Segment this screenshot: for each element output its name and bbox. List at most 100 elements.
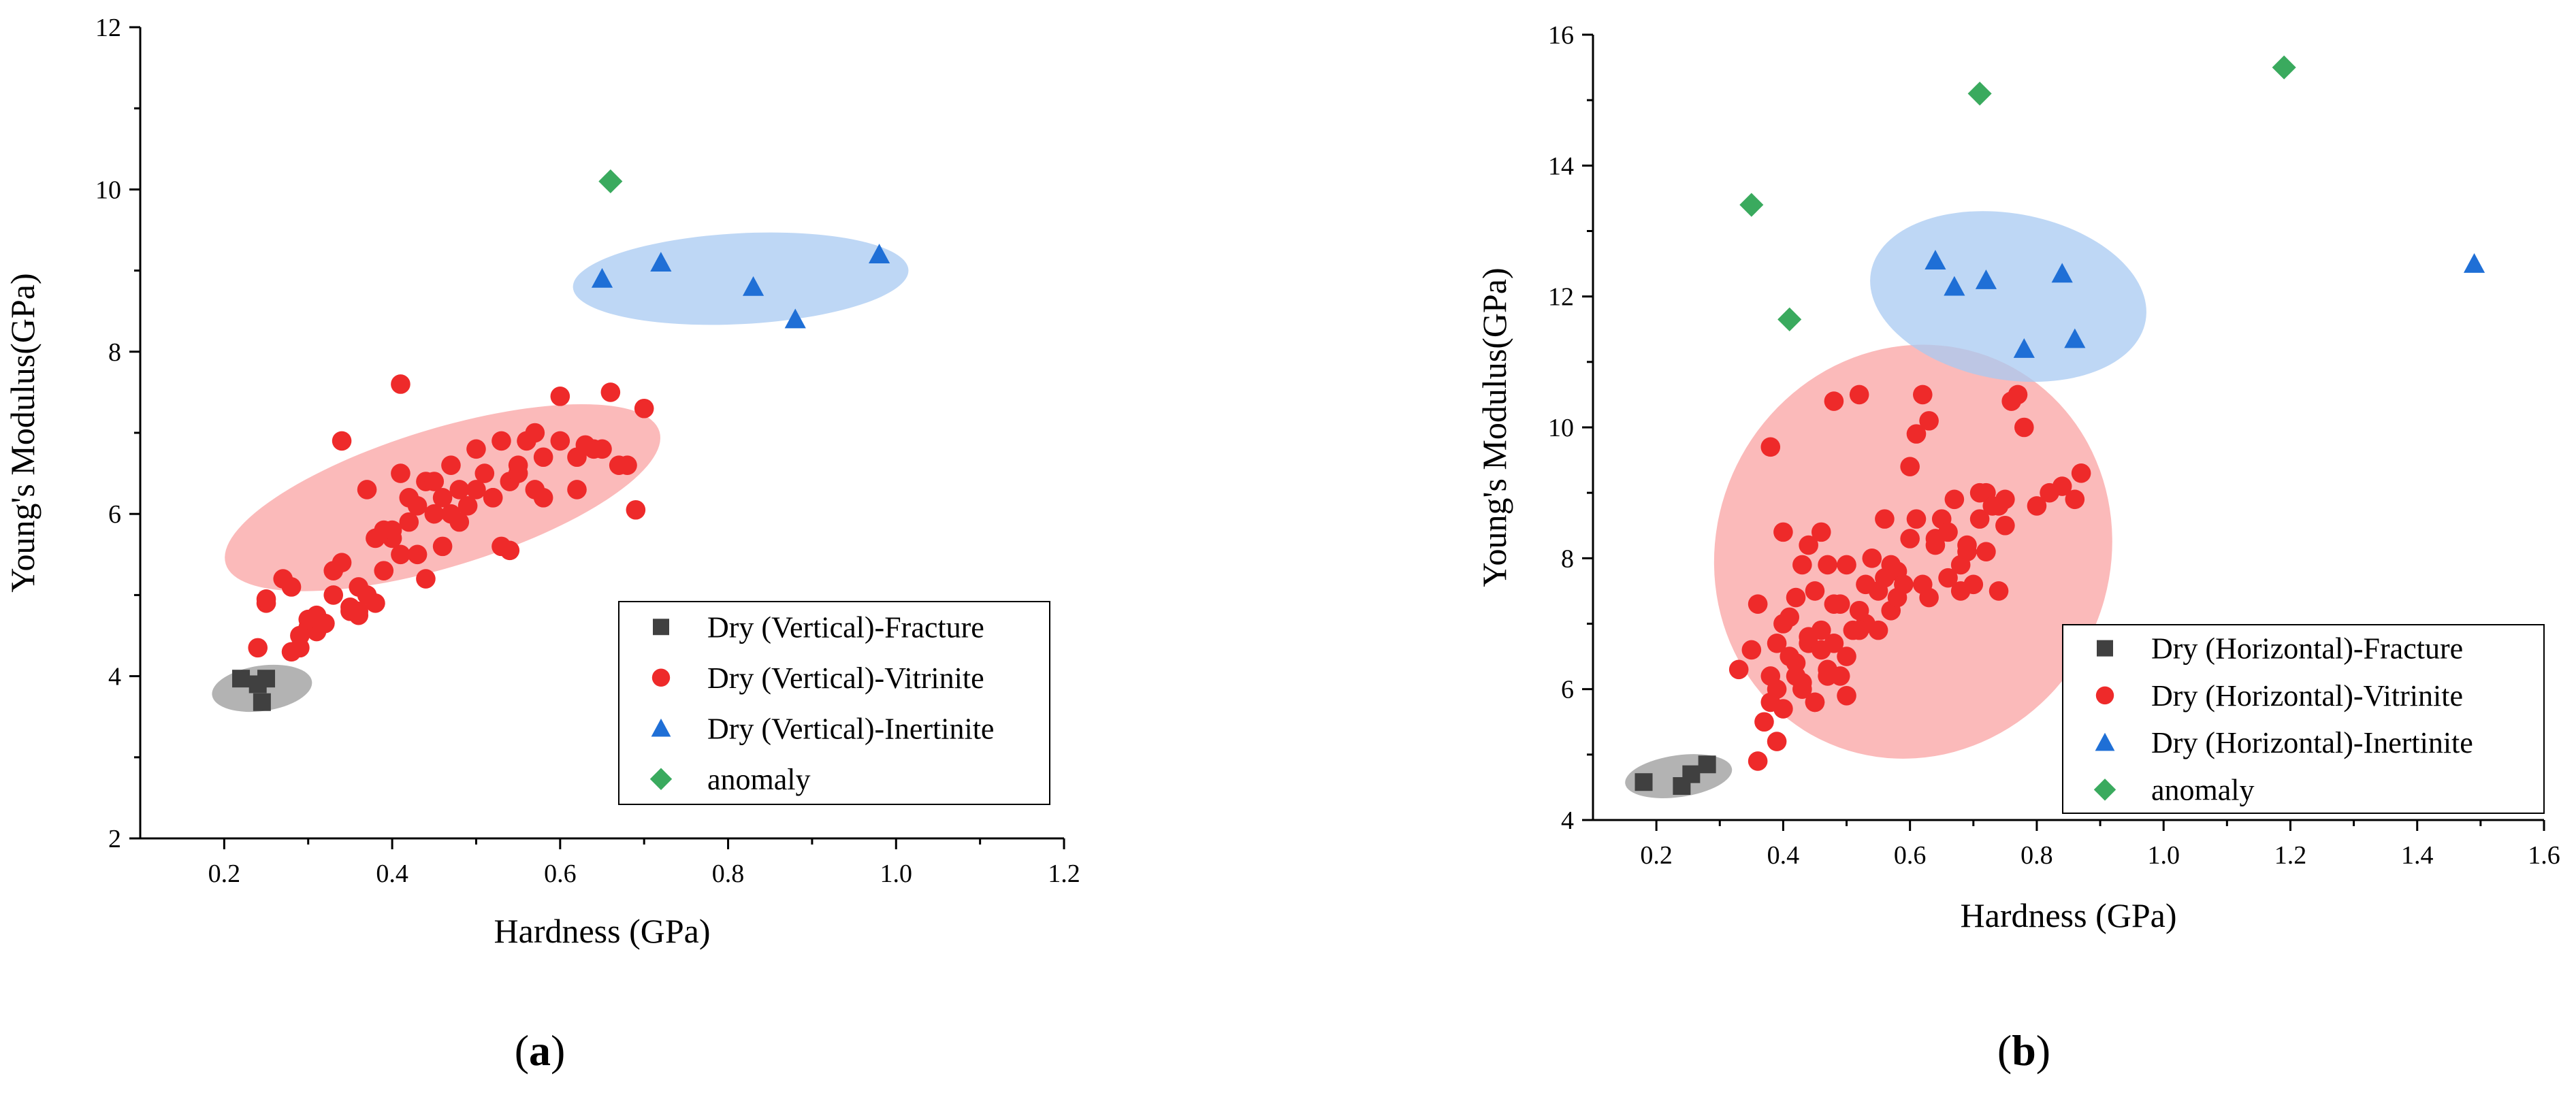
x-tick-label: 1.6 [2528,841,2560,870]
data-point-circle [391,544,410,565]
data-point-square [232,670,251,688]
data-point-circle [256,589,276,609]
data-point-circle [441,455,461,475]
data-point-triangle [591,267,613,288]
data-point-circle [1760,437,1781,457]
data-point-circle [1792,672,1812,693]
data-point-circle [1906,424,1927,444]
data-point-circle [575,435,596,455]
y-tick-label: 10 [95,176,121,204]
data-point-diamond [598,169,623,194]
y-tick-label: 6 [1561,676,1574,704]
data-point-circle [466,439,486,459]
legend-label: Dry (Horizontal)-Fracture [2151,632,2463,666]
x-tick-label: 0.2 [208,859,241,888]
data-point-circle [626,500,646,520]
data-point-circle [315,613,335,634]
data-point-square [1682,765,1701,783]
x-tick-label: 0.4 [1767,841,1800,870]
data-point-diamond [1777,307,1802,331]
data-point-circle [332,553,352,573]
data-point-circle [1786,587,1806,608]
data-point-circle [1938,568,1958,588]
data-point-circle [432,488,453,508]
data-point-circle [1824,594,1844,614]
x-tick-label: 1.0 [880,859,913,888]
y-tick-label: 16 [1548,21,1574,50]
y-axis-title: Young's Modulus(GPa) [3,273,42,592]
data-point-circle [1969,482,1990,503]
data-point-square [1698,755,1716,774]
data-point-circle [424,472,445,491]
data-point-circle [1728,659,1749,680]
legend-label: anomaly [707,763,811,796]
data-point-circle [1811,620,1831,640]
data-point-circle [525,480,545,500]
data-point-circle [1811,522,1831,542]
y-tick-label: 4 [1561,806,1574,835]
data-point-triangle [2463,252,2485,273]
data-point-triangle [2013,338,2035,358]
data-point-circle [2027,496,2047,516]
data-point-circle [1969,509,1990,529]
data-point-circle [1773,699,1793,719]
legend-box [618,601,1050,805]
data-point-circle [1919,411,1939,431]
legend-marker-circle [651,668,671,687]
cluster-ellipse-2 [573,232,909,325]
y-tick-label: 14 [1548,152,1574,180]
data-point-circle [349,601,369,621]
data-point-square [253,693,271,711]
data-point-circle [1837,646,1856,666]
data-point-circle [391,374,410,394]
data-point-circle [1887,587,1907,608]
data-point-triangle [650,252,672,272]
x-tick-label: 0.6 [544,859,577,888]
data-point-circle [1912,384,1933,405]
data-point-circle [391,463,410,483]
data-point-triangle [742,276,764,296]
data-point-circle [1741,640,1762,660]
y-axis-title: Young's Modulus(GPa) [1475,267,1513,587]
legend-box [2062,624,2545,814]
data-point-circle [2008,384,2028,405]
legend-marker-circle [2095,686,2114,705]
legend-label: Dry (Horizontal)-Vitrinite [2151,679,2463,713]
panel-b: 0.2 0.4 0.6 0.8 1.0 1.2 1.4 1.6 4 6 8 10 12 14 16 Hardn… [1475,21,2560,1075]
data-point-circle [1773,614,1793,634]
data-point-triangle [869,244,890,264]
data-point-circle [1995,515,2015,536]
data-point-circle [1818,555,1837,575]
data-point-circle [1862,548,1882,568]
legend-label: Dry (Vertical)-Inertinite [707,712,994,745]
data-point-circle [416,569,436,589]
data-point-square [248,675,267,693]
data-point-circle [1944,489,1965,510]
data-point-circle [500,540,520,561]
data-point-circle [1748,751,1768,771]
data-point-circle [466,480,486,500]
data-point-circle [1767,679,1787,699]
data-point-circle [1754,712,1774,732]
data-point-circle [508,463,528,483]
data-point-circle [1792,555,1812,575]
data-point-circle [600,382,621,402]
y-tick-label: 4 [108,663,121,691]
y-tick-label: 2 [108,825,121,853]
data-point-circle [298,609,319,629]
data-point-triangle [1925,250,1946,270]
data-point-circle [1868,620,1888,640]
data-point-circle [1818,666,1837,686]
panel-label: (b) [1997,1026,2050,1075]
x-tick-label: 1.0 [2147,841,2180,870]
data-point-circle [533,447,553,468]
data-point-circle [2052,476,2072,496]
legend-label: Dry (Vertical)-Vitrinite [707,661,984,695]
panel-letter: b [2012,1026,2036,1075]
data-point-triangle [2064,328,2086,348]
data-point-circle [609,455,629,475]
data-point-circle [1824,391,1844,411]
data-point-circle [1989,581,2009,601]
data-point-circle [483,488,503,508]
data-point-circle [1976,542,1996,562]
